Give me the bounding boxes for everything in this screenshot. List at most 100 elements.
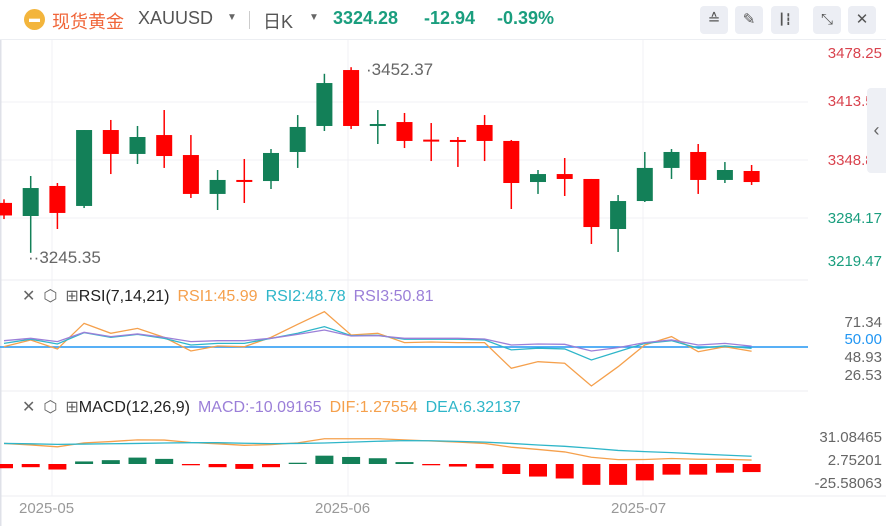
- price-change: -12.94: [424, 8, 476, 28]
- candle-body: [556, 174, 573, 179]
- candle-body: [343, 70, 360, 126]
- candle-body: [129, 137, 146, 154]
- candle-body: [636, 167, 653, 202]
- settings-icon[interactable]: ⬡: [43, 288, 58, 305]
- candle-body: [396, 122, 413, 141]
- macd-dea-line: [3, 439, 752, 457]
- rsi2-value: RSI2:48.78: [265, 288, 346, 305]
- candle-body: [690, 151, 707, 180]
- close-icon[interactable]: ✕: [22, 399, 36, 416]
- dea-value: DEA:6.32137: [425, 399, 521, 416]
- macd-histogram-bar: [715, 464, 734, 473]
- symbol-selector[interactable]: XAUUSD: [138, 8, 214, 28]
- chevron-down-icon[interactable]: ▼: [227, 12, 237, 23]
- macd-histogram-bar: [262, 464, 280, 468]
- candle-body: [49, 185, 66, 213]
- expand-icon[interactable]: ⊞: [65, 288, 79, 305]
- macd-axis-label: -25.58063: [812, 475, 882, 492]
- macd-histogram-bar: [742, 464, 761, 473]
- macd-histogram-bar: [448, 464, 467, 467]
- candle-body: [236, 179, 253, 182]
- collapse-icon[interactable]: ⤡: [813, 6, 841, 34]
- macd-axis-label: 31.08465: [817, 429, 882, 446]
- macd-histogram-bar: [555, 464, 574, 479]
- period-selector[interactable]: 日K: [263, 12, 294, 32]
- candle-body: [610, 201, 627, 230]
- candle-body: [423, 139, 440, 142]
- macd-histogram-bar: [75, 461, 94, 464]
- settings-icon[interactable]: ⬡: [43, 399, 58, 416]
- chart-header: ▬ 现货黄金 XAUUSD ▼ 日K ▼ 3324.28 -12.94 -0.3…: [0, 0, 886, 40]
- rsi-axis-label: 71.34: [842, 314, 882, 331]
- macd-header: ✕ ⬡ ⊞MACD(12,26,9) MACD:-10.09165 DIF:1.2755…: [22, 397, 529, 417]
- candle-body: [663, 151, 680, 168]
- macd-histogram-bar: [342, 456, 361, 464]
- macd-histogram-bar: [609, 464, 628, 485]
- last-price: 3324.28: [333, 8, 399, 28]
- rsi-title: RSI(7,14,21): [78, 288, 170, 305]
- rsi-axis-label: 26.53: [842, 367, 882, 384]
- candle-body: [263, 152, 279, 182]
- price-axis-label: 3284.17: [825, 210, 882, 227]
- close-icon[interactable]: ✕: [848, 6, 876, 34]
- macd-histogram-bar: [582, 464, 601, 485]
- macd-histogram-bar: [48, 464, 67, 470]
- indicator-icon[interactable]: ≙: [700, 6, 728, 34]
- macd-histogram-bar: [21, 464, 40, 468]
- macd-axis-label: 2.75201: [825, 452, 882, 469]
- draw-pen-icon[interactable]: ✎: [735, 6, 763, 34]
- macd-histogram-bar: [0, 464, 13, 469]
- chevron-down-icon[interactable]: ▼: [309, 12, 319, 23]
- candle-body: [716, 170, 733, 180]
- macd-dif-line: [3, 438, 752, 461]
- macd-histogram-bar: [529, 464, 547, 477]
- candle-body: [76, 130, 93, 206]
- rsi-axis-label: 48.93: [842, 349, 882, 366]
- candle-body: [530, 174, 546, 183]
- low-value: 3245.35: [39, 248, 101, 267]
- instrument-name[interactable]: 现货黄金: [52, 12, 124, 32]
- macd-histogram-bar: [181, 464, 200, 466]
- expand-icon[interactable]: ⊞: [65, 399, 79, 416]
- candle-body: [476, 124, 493, 141]
- macd-histogram-bar: [235, 464, 254, 469]
- macd-histogram-bar: [208, 464, 227, 468]
- candle-body: [316, 83, 333, 126]
- candle-body: [743, 170, 760, 183]
- gold-bar-icon: ▬: [24, 9, 45, 30]
- high-annotation: ·3452.37: [366, 60, 434, 79]
- candle-body: [449, 139, 466, 142]
- date-axis-label: 2025-07: [611, 500, 667, 517]
- macd-histogram-bar: [315, 455, 334, 464]
- rsi-axis-label: 50.00: [842, 331, 882, 348]
- candle-body: [209, 179, 226, 194]
- low-annotation: ··3245.35: [28, 248, 101, 267]
- macd-histogram-bar: [502, 464, 521, 474]
- candle-body: [22, 188, 39, 217]
- price-axis-label: 3478.25: [825, 45, 882, 62]
- candle-body: [182, 155, 199, 194]
- dif-value: DIF:1.27554: [329, 399, 418, 416]
- divider: [249, 11, 250, 29]
- candlestick-type-icon[interactable]: ┃┇: [771, 6, 799, 34]
- close-icon[interactable]: ✕: [22, 288, 36, 305]
- macd-value: MACD:-10.09165: [197, 399, 322, 416]
- candle-body: [102, 130, 119, 154]
- side-panel-toggle[interactable]: ‹: [867, 88, 886, 173]
- rsi-line-rsi1: [3, 310, 752, 387]
- macd-histogram-bar: [128, 457, 147, 464]
- candle-body: [369, 124, 386, 127]
- macd-histogram-bar: [475, 464, 494, 469]
- rsi3-value: RSI3:50.81: [353, 288, 434, 305]
- rsi1-value: RSI1:45.99: [177, 288, 258, 305]
- macd-histogram-bar: [662, 464, 681, 475]
- date-axis-label: 2025-06: [315, 500, 371, 517]
- macd-histogram-bar: [422, 464, 441, 466]
- macd-histogram-bar: [368, 458, 387, 464]
- rsi-line-rsi3: [3, 329, 752, 352]
- macd-histogram-bar: [395, 462, 414, 464]
- chevron-left-icon[interactable]: ‹: [873, 120, 880, 140]
- macd-histogram-bar: [689, 464, 708, 475]
- macd-histogram-bar: [635, 464, 654, 481]
